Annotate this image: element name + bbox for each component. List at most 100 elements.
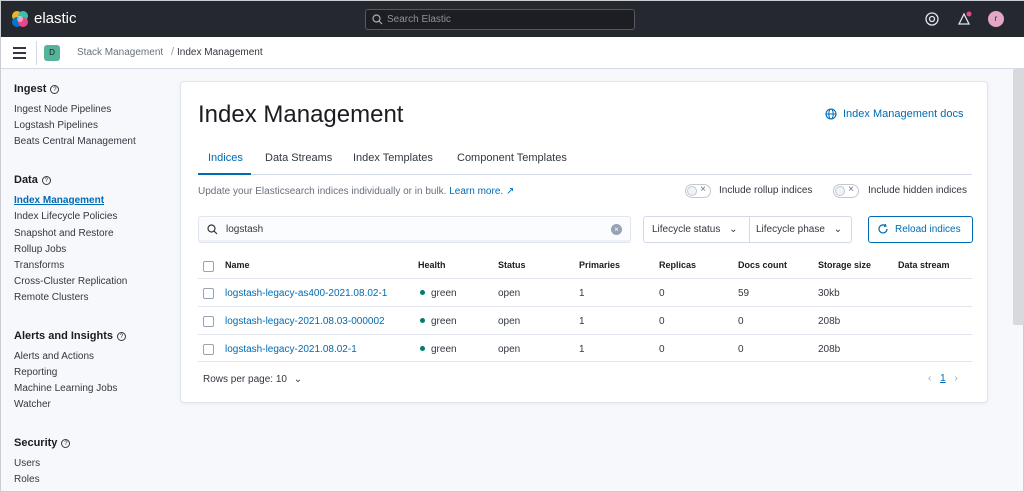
select-all-checkbox[interactable] [203, 261, 214, 272]
help-icon[interactable] [924, 11, 940, 27]
include-rollup-label: Include rollup indices [719, 185, 813, 196]
index-search-input[interactable]: logstash × [198, 216, 631, 243]
include-hidden-label: Include hidden indices [868, 185, 967, 196]
sidebar-item-ingest-node-pipelines[interactable]: Ingest Node Pipelines [14, 104, 112, 115]
row-checkbox[interactable] [203, 316, 214, 327]
health-dot-icon [420, 318, 425, 323]
lifecycle-status-filter[interactable]: Lifecycle status ⌄ [652, 224, 738, 235]
previous-page-icon[interactable]: ‹ [928, 373, 932, 384]
row-checkbox[interactable] [203, 344, 214, 355]
chevron-down-icon: ⌄ [833, 224, 843, 235]
column-storage-size[interactable]: Storage size [818, 260, 872, 270]
refresh-icon [878, 223, 888, 234]
chevron-down-icon: ⌄ [293, 374, 303, 385]
active-tab-indicator [198, 173, 251, 175]
sidebar-item-users[interactable]: Users [14, 458, 41, 469]
column-docs-count[interactable]: Docs count [738, 260, 788, 270]
replicas-cell: 0 [659, 316, 665, 327]
top-header: elastic Search Elastic r [1, 1, 1024, 37]
tab-component-templates[interactable]: Component Templates [457, 152, 567, 164]
sidebar-item-beats-central-management[interactable]: Beats Central Management [14, 136, 136, 147]
sidebar-item-machine-learning-jobs[interactable]: Machine Learning Jobs [14, 383, 118, 394]
primaries-cell: 1 [579, 344, 585, 355]
status-cell: open [498, 316, 521, 327]
replicas-cell: 0 [659, 344, 665, 355]
index-name-link[interactable]: logstash-legacy-as400-2021.08.02-1 [225, 288, 388, 299]
description-text: Update your Elasticsearch indices indivi… [198, 186, 515, 197]
reload-indices-button[interactable]: Reload indices [868, 216, 973, 243]
search-icon [207, 224, 218, 235]
column-primaries[interactable]: Primaries [579, 260, 621, 270]
help-circle-icon: ? [61, 439, 71, 448]
index-management-docs-link[interactable]: Index Management docs [825, 108, 963, 120]
lifecycle-phase-filter[interactable]: Lifecycle phase ⌄ [756, 224, 843, 235]
docs-count-cell: 59 [738, 288, 750, 299]
tab-data-streams[interactable]: Data Streams [265, 152, 333, 164]
health-dot-icon [420, 290, 425, 295]
table-row: logstash-legacy-as400-2021.08.02-1 green… [198, 278, 972, 306]
include-rollup-toggle[interactable]: × [685, 184, 711, 198]
search-icon [372, 14, 383, 25]
sidebar-item-index-management[interactable]: Index Management [14, 195, 105, 206]
health-cell: green [420, 288, 457, 299]
external-link-icon: ↗ [505, 186, 515, 197]
index-management-panel: Index Management Index Management docs I… [180, 81, 988, 403]
breadcrumb-stack-management[interactable]: Stack Management [77, 47, 164, 58]
sidebar-item-remote-clusters[interactable]: Remote Clusters [14, 292, 89, 303]
storage-size-cell: 208b [818, 316, 841, 327]
health-dot-icon [420, 346, 425, 351]
status-cell: open [498, 288, 521, 299]
cross-icon: × [700, 184, 706, 195]
page-scrollbar[interactable] [1013, 69, 1024, 325]
rows-per-page-select[interactable]: Rows per page: 10 ⌄ [203, 374, 303, 385]
next-page-icon[interactable]: › [954, 373, 958, 384]
sidebar-item-roles[interactable]: Roles [14, 474, 40, 485]
include-hidden-toggle[interactable]: × [833, 184, 859, 198]
chevron-down-icon: ⌄ [729, 224, 738, 235]
sidebar-item-snapshot-and-restore[interactable]: Snapshot and Restore [14, 228, 114, 239]
global-search-input[interactable]: Search Elastic [365, 9, 635, 30]
status-cell: open [498, 344, 521, 355]
sidebar-item-cross-cluster-replication[interactable]: Cross-Cluster Replication [14, 276, 128, 287]
index-name-link[interactable]: logstash-legacy-2021.08.02-1 [225, 344, 357, 355]
page-number-current[interactable]: 1 [940, 373, 946, 384]
index-name-link[interactable]: logstash-legacy-2021.08.03-000002 [225, 316, 385, 327]
help-circle-icon: ? [41, 176, 51, 185]
row-checkbox[interactable] [203, 288, 214, 299]
tab-indices[interactable]: Indices [208, 152, 243, 164]
clear-search-icon[interactable]: × [611, 224, 622, 235]
user-avatar[interactable]: r [988, 11, 1004, 27]
menu-icon[interactable] [13, 47, 26, 59]
tabs: Indices Data Streams Index Templates Com… [198, 148, 972, 175]
newsfeed-icon[interactable] [956, 11, 972, 27]
pagination: ‹ 1 › [928, 373, 958, 384]
sidebar-item-index-lifecycle-policies[interactable]: Index Lifecycle Policies [14, 211, 118, 222]
storage-size-cell: 208b [818, 344, 841, 355]
health-cell: green [420, 344, 457, 355]
column-name[interactable]: Name [225, 260, 250, 270]
table-row: logstash-legacy-2021.08.03-000002 green … [198, 306, 972, 334]
global-search-placeholder: Search Elastic [387, 14, 451, 25]
sidebar-item-rollup-jobs[interactable]: Rollup Jobs [14, 244, 67, 255]
documentation-icon [825, 108, 837, 120]
sidebar-item-alerts-and-actions[interactable]: Alerts and Actions [14, 351, 95, 362]
page-title: Index Management [198, 101, 404, 128]
column-data-stream[interactable]: Data stream [898, 260, 950, 270]
column-status[interactable]: Status [498, 260, 526, 270]
elastic-logo-icon[interactable] [11, 10, 29, 28]
learn-more-link[interactable]: Learn more. [449, 186, 504, 197]
help-circle-icon: ? [117, 332, 127, 341]
primaries-cell: 1 [579, 316, 585, 327]
sidebar-item-reporting[interactable]: Reporting [14, 367, 58, 378]
sidebar-item-transforms[interactable]: Transforms [14, 260, 65, 271]
primaries-cell: 1 [579, 288, 585, 299]
column-replicas[interactable]: Replicas [659, 260, 697, 270]
sidebar-item-logstash-pipelines[interactable]: Logstash Pipelines [14, 120, 98, 131]
brand-name[interactable]: elastic [34, 10, 77, 27]
tab-index-templates[interactable]: Index Templates [353, 152, 433, 164]
sidebar-item-watcher[interactable]: Watcher [14, 399, 51, 410]
column-health[interactable]: Health [418, 260, 446, 270]
filter-group: Lifecycle status ⌄ Lifecycle phase ⌄ [643, 216, 852, 243]
docs-count-cell: 0 [738, 316, 744, 327]
space-avatar[interactable]: D [44, 45, 60, 61]
